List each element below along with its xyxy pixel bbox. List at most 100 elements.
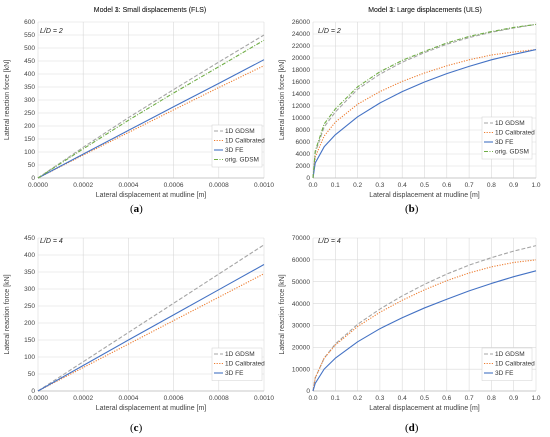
series-line-1d-calibrated <box>37 65 265 179</box>
y-axis-label: Lateral reaction force [kN] <box>279 274 286 354</box>
x-tick-label: 0.2 <box>353 395 362 402</box>
y-tick-label: 300 <box>24 286 35 293</box>
x-tick-label: 0.3 <box>375 395 384 402</box>
y-tick-label: 16000 <box>292 79 310 86</box>
y-tick-label: 60000 <box>292 257 310 264</box>
y-tick-label: 250 <box>24 110 35 117</box>
y-tick-label: 12000 <box>292 103 310 110</box>
x-tick-label: 0.0002 <box>73 395 93 402</box>
chart-title: Model 3: Large displacements (ULS) <box>368 7 482 14</box>
y-tick-label: 26000 <box>292 19 310 26</box>
x-tick-label: 0.1 <box>331 182 340 189</box>
legend-label: 1D GDSM <box>495 120 525 127</box>
series-line-3d-fe <box>37 59 265 179</box>
y-tick-label: 300 <box>24 97 35 104</box>
series-line-1d-gdsm <box>37 244 265 392</box>
y-tick-label: 100 <box>24 354 35 361</box>
y-tick-label: 0 <box>306 175 310 182</box>
x-axis-label: Lateral displacement at mudline [m] <box>96 192 207 199</box>
y-tick-label: 0 <box>31 388 35 395</box>
x-tick-label: 0.0006 <box>164 395 184 402</box>
series-line-orig-gdsm <box>37 39 265 179</box>
y-tick-label: 40000 <box>292 301 310 308</box>
y-tick-label: 20000 <box>292 55 310 62</box>
y-tick-label: 24000 <box>292 31 310 38</box>
ld-annotation: L/D = 2 <box>318 28 341 35</box>
y-tick-label: 150 <box>24 136 35 143</box>
x-tick-label: 0.0006 <box>164 182 184 189</box>
x-tick-label: 0.0002 <box>73 182 93 189</box>
y-axis-label: Lateral reaction force [kN] <box>4 60 11 140</box>
legend-label: 1D GDSM <box>225 128 255 135</box>
chart-title: Model 1: Large displacements (ULS) <box>368 7 482 14</box>
x-tick-label: 0.0010 <box>254 395 274 402</box>
series-line-1d-gdsm <box>312 23 537 179</box>
x-tick-label: 0.5 <box>420 395 429 402</box>
chart-title: Model 3: Small displacements (FLS) <box>94 7 206 14</box>
chart-panel-d: Model 3: Large displacements (ULS) 0 10000… <box>279 7 541 434</box>
ld-annotation: L/D = 2 <box>40 28 63 35</box>
series-line-1d-gdsm <box>37 34 265 179</box>
y-tick-label: 200 <box>24 320 35 327</box>
y-tick-label: 400 <box>24 252 35 259</box>
x-tick-label: 0.0000 <box>28 182 48 189</box>
x-tick-label: 0.8 <box>487 395 496 402</box>
legend-box <box>481 347 533 381</box>
x-tick-label: 1.0 <box>531 395 540 402</box>
series-line-1d-calibrated <box>312 49 537 179</box>
legend: 1D GDSM 1D Calibrated 3D FE <box>211 347 265 381</box>
x-axis-label: Lateral displacement at mudline [m] <box>369 192 480 199</box>
y-tick-label: 450 <box>24 58 35 65</box>
y-tick-label: 6000 <box>296 139 311 146</box>
y-tick-label: 600 <box>24 19 35 26</box>
x-tick-label: 0.0008 <box>209 182 229 189</box>
legend-label: 1D GDSM <box>225 351 255 358</box>
series-line-1d-gdsm <box>312 245 537 392</box>
x-tick-label: 0.1 <box>331 395 340 402</box>
y-tick-label: 18000 <box>292 67 310 74</box>
legend-label: 1D Calibrated <box>225 361 265 368</box>
y-tick-label: 4000 <box>296 151 311 158</box>
x-tick-label: 0.0 <box>308 182 317 189</box>
x-tick-label: 0.4 <box>398 395 407 402</box>
legend-label: 1D Calibrated <box>225 138 265 145</box>
y-tick-label: 20000 <box>292 344 310 351</box>
y-tick-label: 350 <box>24 84 35 91</box>
x-tick-label: 0.0004 <box>118 395 138 402</box>
y-tick-label: 150 <box>24 337 35 344</box>
panel-label: (c) <box>130 422 143 434</box>
x-tick-label: 0.0010 <box>254 182 274 189</box>
y-tick-label: 10000 <box>292 366 310 373</box>
x-tick-label: 0.0 <box>308 395 317 402</box>
y-tick-label: 100 <box>24 149 35 156</box>
chart-panel-a: Model 1: Small displacements (FLS) 0 50 100… <box>4 7 274 215</box>
x-tick-label: 0.9 <box>509 182 518 189</box>
x-tick-label: 0.8 <box>487 182 496 189</box>
panel-label: (d) <box>405 422 419 434</box>
chart-title: Model 1: Small displacements (FLS) <box>94 7 206 14</box>
series-line-3d-fe <box>37 264 265 392</box>
legend-label: 3D FE <box>495 139 514 146</box>
panel-label: (b) <box>405 203 419 215</box>
y-axis-label: Lateral reaction force [kN] <box>279 60 286 140</box>
series-line-3d-fe <box>312 270 537 392</box>
series-line-3d-fe <box>312 49 537 179</box>
y-tick-label: 50000 <box>292 279 310 286</box>
x-tick-label: 0.0004 <box>118 182 138 189</box>
y-tick-label: 10000 <box>292 115 310 122</box>
series-line-1d-calibrated <box>312 259 537 392</box>
legend-label: 3D FE <box>225 147 244 154</box>
legend-label: 1D Calibrated <box>495 361 535 368</box>
chart-panel-b: Model 1: Large displacements (ULS) 0 2000 4… <box>279 7 541 215</box>
legend-label: orig. GDSM <box>225 157 259 164</box>
legend-label: 3D FE <box>495 370 514 377</box>
y-tick-label: 0 <box>31 175 35 182</box>
x-tick-label: 0.3 <box>375 182 384 189</box>
x-tick-label: 0.6 <box>442 182 451 189</box>
y-tick-label: 250 <box>24 303 35 310</box>
x-tick-label: 0.2 <box>353 182 362 189</box>
legend-label: 1D Calibrated <box>495 130 535 137</box>
x-tick-label: 0.0000 <box>28 395 48 402</box>
series-line-1d-calibrated <box>37 273 265 392</box>
